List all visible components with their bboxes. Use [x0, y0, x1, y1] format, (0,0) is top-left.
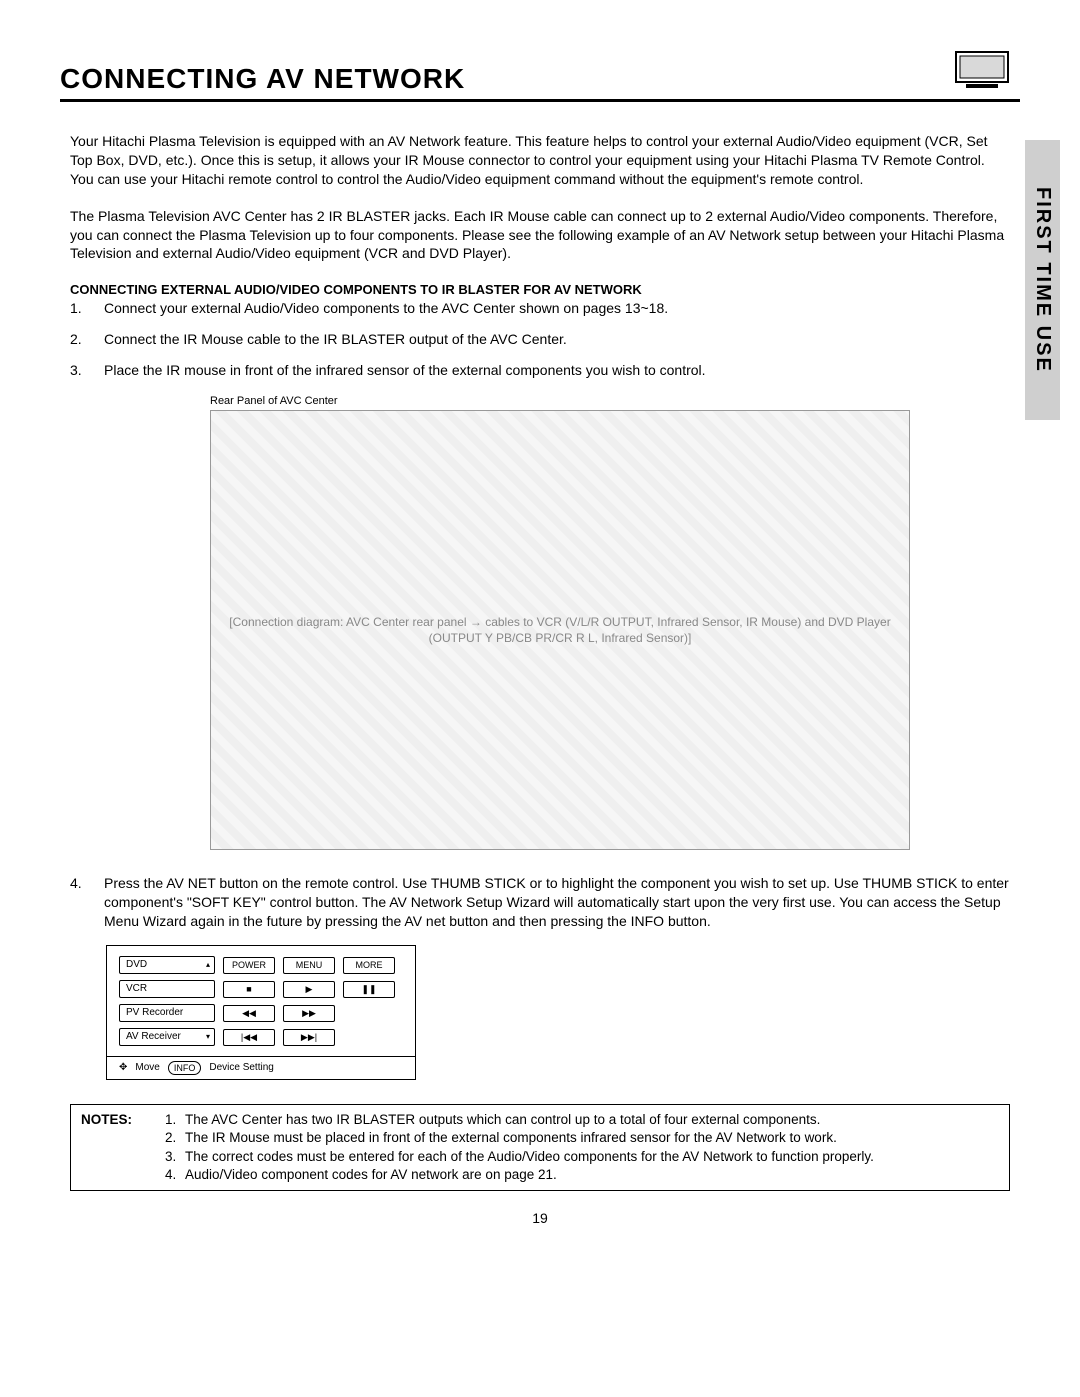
step-num: 2.: [70, 330, 104, 349]
device-button-pvr[interactable]: PV Recorder: [119, 1004, 215, 1022]
device-button-avr[interactable]: AV Receiver▾: [119, 1028, 215, 1046]
notes-label: NOTES:: [81, 1111, 165, 1184]
tv-icon: [954, 50, 1010, 95]
step-text: Press the AV NET button on the remote co…: [104, 874, 1010, 931]
notes-block: NOTES: 1.The AVC Center has two IR BLAST…: [70, 1104, 1010, 1191]
skip-fwd-button[interactable]: ▶▶|: [283, 1029, 335, 1046]
step-text: Connect the IR Mouse cable to the IR BLA…: [104, 330, 1010, 349]
chevron-down-icon: ▾: [206, 1032, 210, 1043]
page-title: CONNECTING AV NETWORK: [60, 63, 465, 95]
subheading: Connecting External Audio/Video Componen…: [70, 281, 1010, 299]
step-num: 1.: [70, 299, 104, 318]
section-tab: FIRST TIME USE: [1025, 140, 1060, 420]
chevron-up-icon: ▴: [206, 960, 210, 971]
note-text: The correct codes must be entered for ea…: [185, 1148, 874, 1166]
move-label: Move: [135, 1061, 159, 1075]
diagram-placeholder: [Connection diagram: AVC Center rear pan…: [210, 410, 910, 850]
page-number: 19: [70, 1209, 1010, 1228]
diagram-caption: Rear Panel of AVC Center: [210, 394, 1010, 409]
play-button[interactable]: ▶: [283, 981, 335, 998]
power-button[interactable]: POWER: [223, 957, 275, 974]
osd-menu: DVD▴ POWER MENU MORE VCR ■ ▶ ❚❚ PV Recor…: [106, 945, 416, 1080]
steps-list-2: 4.Press the AV NET button on the remote …: [70, 874, 1010, 931]
stop-button[interactable]: ■: [223, 981, 275, 998]
fastforward-button[interactable]: ▶▶: [283, 1005, 335, 1022]
more-button[interactable]: MORE: [343, 957, 395, 974]
connection-diagram: Rear Panel of AVC Center [Connection dia…: [210, 394, 1010, 851]
note-text: The IR Mouse must be placed in front of …: [185, 1129, 837, 1147]
step-num: 3.: [70, 361, 104, 380]
step-text: Place the IR mouse in front of the infra…: [104, 361, 1010, 380]
intro-paragraph-2: The Plasma Television AVC Center has 2 I…: [70, 207, 1010, 264]
skip-back-button[interactable]: |◀◀: [223, 1029, 275, 1046]
menu-button[interactable]: MENU: [283, 957, 335, 974]
move-icon: ✥: [119, 1061, 127, 1075]
info-pill: INFO: [168, 1061, 202, 1075]
page-header: CONNECTING AV NETWORK: [60, 50, 1020, 102]
intro-paragraph-1: Your Hitachi Plasma Television is equipp…: [70, 132, 1010, 189]
device-button-dvd[interactable]: DVD▴: [119, 956, 215, 974]
note-text: The AVC Center has two IR BLASTER output…: [185, 1111, 820, 1129]
pause-button[interactable]: ❚❚: [343, 981, 395, 998]
device-button-vcr[interactable]: VCR: [119, 980, 215, 998]
step-text: Connect your external Audio/Video compon…: [104, 299, 1010, 318]
rewind-button[interactable]: ◀◀: [223, 1005, 275, 1022]
step-num: 4.: [70, 874, 104, 931]
note-text: Audio/Video component codes for AV netwo…: [185, 1166, 557, 1184]
steps-list: 1.Connect your external Audio/Video comp…: [70, 299, 1010, 380]
section-tab-label: FIRST TIME USE: [1031, 187, 1054, 373]
device-setting-label: Device Setting: [209, 1061, 273, 1075]
